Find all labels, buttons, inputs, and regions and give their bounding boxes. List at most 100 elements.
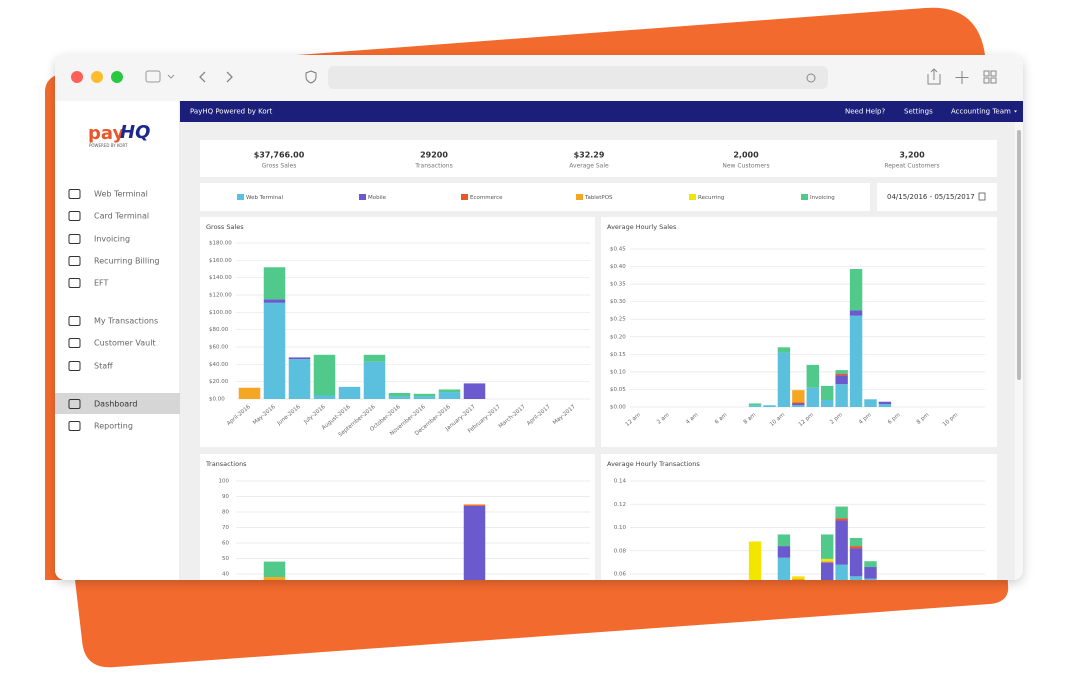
nav-caret[interactable] — [1014, 110, 1017, 113]
sidebar-menu: Web Terminal Card Terminal Invoicing Recurr… — [55, 189, 180, 431]
bar-segment — [835, 520, 848, 565]
bar-segment — [777, 546, 791, 558]
menu-icon[interactable] — [68, 361, 81, 371]
share-button[interactable] — [927, 68, 941, 85]
chart-title: Gross Sales — [206, 223, 244, 231]
menu-item[interactable]: Card Terminal — [94, 212, 149, 221]
sidebar-toggle[interactable] — [145, 70, 161, 83]
bar-segment — [238, 387, 261, 399]
legend-swatch[interactable] — [576, 194, 583, 200]
x-tick-label: 10 pm — [942, 649, 959, 665]
x-tick-label: March-2017 — [498, 641, 527, 667]
x-tick-label: May-2017 — [552, 641, 577, 663]
bar-segment — [835, 375, 848, 385]
bar-segment — [792, 390, 805, 403]
forward-button[interactable] — [226, 71, 233, 83]
tabs-button[interactable] — [983, 70, 997, 84]
address-bar[interactable] — [328, 66, 828, 89]
menu-item[interactable]: EFT — [94, 279, 109, 288]
menu-icon[interactable] — [68, 278, 81, 288]
legend-label[interactable]: Web Terminal — [246, 195, 283, 201]
bar-segment — [849, 548, 863, 577]
y-tick-label: 0.12 — [614, 502, 626, 508]
chart-card — [200, 217, 595, 447]
bar-segment — [777, 534, 791, 547]
kpi-value: 2,000 — [733, 151, 759, 160]
bar-segment — [835, 384, 848, 407]
legend-swatch[interactable] — [689, 194, 696, 200]
legend-card — [200, 183, 870, 211]
menu-icon[interactable] — [68, 189, 81, 199]
kpi-value: 3,200 — [899, 151, 925, 160]
legend-label[interactable]: Invoicing — [810, 195, 835, 201]
y-tick-label: $100.00 — [209, 310, 232, 316]
kpi-label: New Customers — [722, 163, 769, 170]
nav-link[interactable]: Need Help? — [845, 108, 885, 116]
menu-item[interactable]: Customer Vault — [94, 339, 156, 348]
dropdown-icon[interactable] — [167, 74, 175, 79]
active-highlight — [55, 393, 180, 414]
legend-swatch[interactable] — [359, 194, 366, 200]
minimize-button[interactable] — [91, 71, 103, 83]
menu-icon[interactable] — [68, 316, 81, 326]
bar-segment — [463, 505, 486, 580]
legend-label[interactable]: TabletPOS — [584, 195, 613, 201]
new-tab-button[interactable] — [955, 71, 969, 84]
date-card[interactable] — [877, 183, 997, 211]
bar-segment — [777, 557, 791, 580]
menu-icon[interactable] — [68, 234, 81, 244]
zoom-button[interactable] — [111, 71, 123, 83]
brand: PayHQ Powered by Kort — [190, 108, 273, 116]
back-button[interactable] — [199, 71, 206, 83]
bar-segment — [849, 269, 863, 311]
y-tick-label: 60 — [222, 541, 229, 547]
close-button[interactable] — [71, 71, 83, 83]
calendar-icon[interactable] — [978, 192, 986, 201]
y-tick-label: $0.25 — [610, 317, 626, 323]
legend-label[interactable]: Recurring — [698, 195, 724, 201]
reload-button[interactable] — [806, 73, 816, 83]
menu-item[interactable]: Reporting — [94, 422, 133, 431]
scrollbar-thumb[interactable] — [1017, 130, 1021, 380]
legend-swatch[interactable] — [461, 194, 468, 200]
bar-segment — [748, 405, 762, 407]
menu-item[interactable]: Dashboard — [94, 400, 137, 409]
y-tick-label: $180.00 — [209, 241, 232, 247]
bar-segment — [821, 534, 834, 559]
menu-icon[interactable] — [68, 211, 81, 221]
y-tick-label: 50 — [222, 556, 229, 562]
bar-segment — [864, 561, 877, 568]
y-tick-label: $0.00 — [209, 397, 225, 403]
menu-icon[interactable] — [68, 399, 81, 409]
bar-segment — [849, 546, 863, 549]
sidebar — [55, 101, 180, 580]
nav-link[interactable]: Settings — [904, 108, 933, 116]
logo-tagline: POWERED BY KORT — [89, 143, 128, 148]
date-range[interactable]: 04/15/2016 - 05/15/2017 — [887, 193, 975, 201]
bar-segment — [806, 387, 819, 407]
menu-icon[interactable] — [68, 338, 81, 348]
menu-item[interactable]: My Transactions — [94, 317, 158, 326]
menu-item[interactable]: Recurring Billing — [94, 257, 159, 266]
menu-item[interactable]: Web Terminal — [94, 190, 148, 199]
bar-segment — [313, 354, 336, 396]
x-tick-label: January-2017 — [444, 641, 477, 670]
menu-icon[interactable] — [68, 421, 81, 431]
y-tick-label: $0.10 — [610, 369, 626, 375]
bar-segment — [878, 404, 892, 407]
bar-segment — [821, 399, 834, 407]
legend-label[interactable]: Ecommerce — [470, 195, 503, 201]
nav-link[interactable]: Accounting Team — [951, 108, 1011, 116]
menu-icon[interactable] — [68, 256, 81, 266]
x-tick-label: 4 pm — [858, 649, 873, 663]
bar-segment — [835, 370, 848, 374]
legend-label[interactable]: Mobile — [368, 195, 387, 201]
menu-item[interactable]: Invoicing — [94, 235, 130, 244]
menu-item[interactable]: Staff — [94, 362, 113, 371]
legend-swatch[interactable] — [237, 194, 244, 200]
chart-card — [200, 454, 595, 580]
y-tick-label: $120.00 — [209, 293, 232, 299]
privacy-icon[interactable] — [305, 70, 317, 84]
y-tick-label: 40 — [222, 572, 229, 578]
legend-swatch[interactable] — [801, 194, 808, 200]
